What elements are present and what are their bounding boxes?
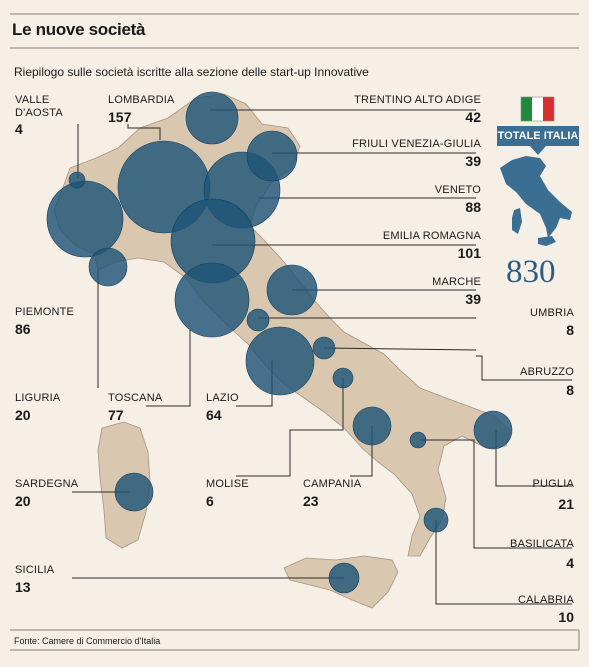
value-veneto: 88 bbox=[465, 199, 481, 215]
value-calabria: 10 bbox=[558, 609, 574, 625]
label-puglia: PUGLIA bbox=[532, 478, 574, 490]
bubble-valle bbox=[68, 171, 86, 189]
value-molise: 6 bbox=[206, 493, 214, 509]
label-veneto: VENETO bbox=[434, 184, 481, 196]
source-note: Fonte: Camere di Commercio d'Italia bbox=[14, 636, 161, 646]
value-umbria: 8 bbox=[566, 322, 574, 338]
bubble-piemonte bbox=[46, 180, 124, 258]
label-piemonte: PIEMONTE bbox=[15, 306, 75, 318]
value-valle-daosta: 4 bbox=[15, 121, 23, 137]
bubble-liguria bbox=[88, 247, 128, 287]
value-lombardia: 157 bbox=[108, 109, 132, 125]
value-puglia: 21 bbox=[558, 496, 574, 512]
value-friuli: 39 bbox=[465, 153, 481, 169]
bubble-friuli bbox=[246, 130, 298, 182]
label-umbria: UMBRIA bbox=[530, 307, 574, 319]
value-piemonte: 86 bbox=[15, 321, 31, 337]
label-valle-daosta: VALLE D'AOSTA bbox=[15, 94, 63, 119]
value-sardegna: 20 bbox=[15, 493, 31, 509]
label-marche: MARCHE bbox=[432, 276, 481, 288]
value-toscana: 77 bbox=[108, 407, 124, 423]
bubble-sicilia bbox=[328, 562, 360, 594]
label-campania: CAMPANIA bbox=[303, 478, 362, 490]
label-lazio: LAZIO bbox=[206, 392, 239, 404]
label-abruzzo: ABRUZZO bbox=[520, 366, 574, 378]
label-sicilia: SICILIA bbox=[15, 564, 55, 576]
total-pointer bbox=[530, 146, 546, 155]
value-sicilia: 13 bbox=[15, 579, 31, 595]
flag-icon bbox=[520, 96, 555, 122]
bubble-toscana bbox=[174, 262, 250, 338]
value-campania: 23 bbox=[303, 493, 319, 509]
leader-lines bbox=[72, 109, 572, 605]
label-calabria: CALABRIA bbox=[517, 594, 574, 606]
label-liguria: LIGURIA bbox=[15, 392, 61, 404]
value-emilia: 101 bbox=[457, 245, 481, 261]
total-value: 830 bbox=[506, 254, 556, 290]
value-lazio: 64 bbox=[206, 407, 222, 423]
mini-italy-icon bbox=[500, 156, 572, 246]
bubble-basilicata bbox=[409, 431, 427, 449]
bubble-marche bbox=[266, 264, 318, 316]
bubble-umbria bbox=[246, 308, 270, 332]
value-trentino: 42 bbox=[465, 109, 481, 125]
label-sardegna: SARDEGNA bbox=[15, 478, 79, 490]
bubble-lazio bbox=[245, 326, 315, 396]
label-lombardia: LOMBARDIA bbox=[108, 94, 175, 106]
total-label: TOTALE ITALIA bbox=[497, 126, 579, 146]
label-trentino: TRENTINO ALTO ADIGE bbox=[354, 94, 481, 106]
label-molise: MOLISE bbox=[206, 478, 249, 490]
page-subtitle: Riepilogo sulle società iscritte alla se… bbox=[14, 65, 369, 79]
bubbles bbox=[46, 91, 513, 594]
label-friuli: FRIULI VENEZIA-GIULIA bbox=[352, 138, 481, 150]
bubble-calabria bbox=[423, 507, 449, 533]
bubble-abruzzo bbox=[312, 336, 336, 360]
bubble-puglia bbox=[473, 410, 513, 450]
value-liguria: 20 bbox=[15, 407, 31, 423]
page-title: Le nuove società bbox=[12, 20, 146, 39]
value-marche: 39 bbox=[465, 291, 481, 307]
bubble-molise bbox=[332, 367, 354, 389]
bubble-campania bbox=[352, 406, 392, 446]
label-basilicata: BASILICATA bbox=[510, 538, 574, 550]
label-toscana: TOSCANA bbox=[108, 392, 163, 404]
value-basilicata: 4 bbox=[566, 555, 574, 571]
value-abruzzo: 8 bbox=[566, 382, 574, 398]
bubble-trentino bbox=[185, 91, 239, 145]
bubble-sardegna bbox=[114, 472, 154, 512]
label-emilia: EMILIA ROMAGNA bbox=[382, 230, 481, 242]
